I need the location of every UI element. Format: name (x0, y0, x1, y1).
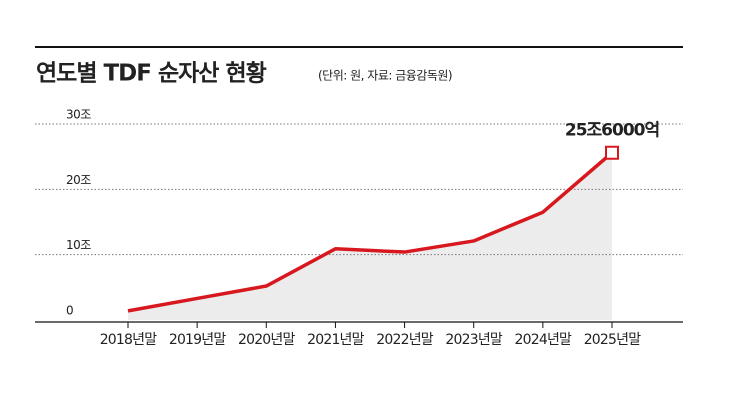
x-tick-label: 2018년말 (100, 332, 158, 348)
chart-subtitle: (단위: 원, 자료: 금융감독원) (318, 69, 452, 83)
x-tick-label: 2021년말 (307, 332, 365, 348)
x-tick-label: 2020년말 (238, 332, 296, 348)
y-tick-label: 20조 (66, 173, 91, 187)
chart-title: 연도별 TDF 순자산 현황 (36, 61, 267, 87)
y-tick-label: 10조 (66, 238, 91, 252)
x-tick-label: 2025년말 (584, 332, 642, 348)
line (127, 151, 614, 313)
point-marker (605, 145, 619, 160)
x-tick-label: 2019년말 (169, 332, 227, 348)
y-tick-label: 30조 (66, 108, 91, 122)
x-tick-label: 2022년말 (376, 332, 434, 348)
x-tick-label: 2024년말 (515, 332, 573, 348)
x-tick-label: 2023년말 (445, 332, 503, 348)
value-label: 25조6000억 (565, 121, 659, 141)
y-tick-label: 0 (66, 304, 73, 318)
area (128, 152, 612, 320)
